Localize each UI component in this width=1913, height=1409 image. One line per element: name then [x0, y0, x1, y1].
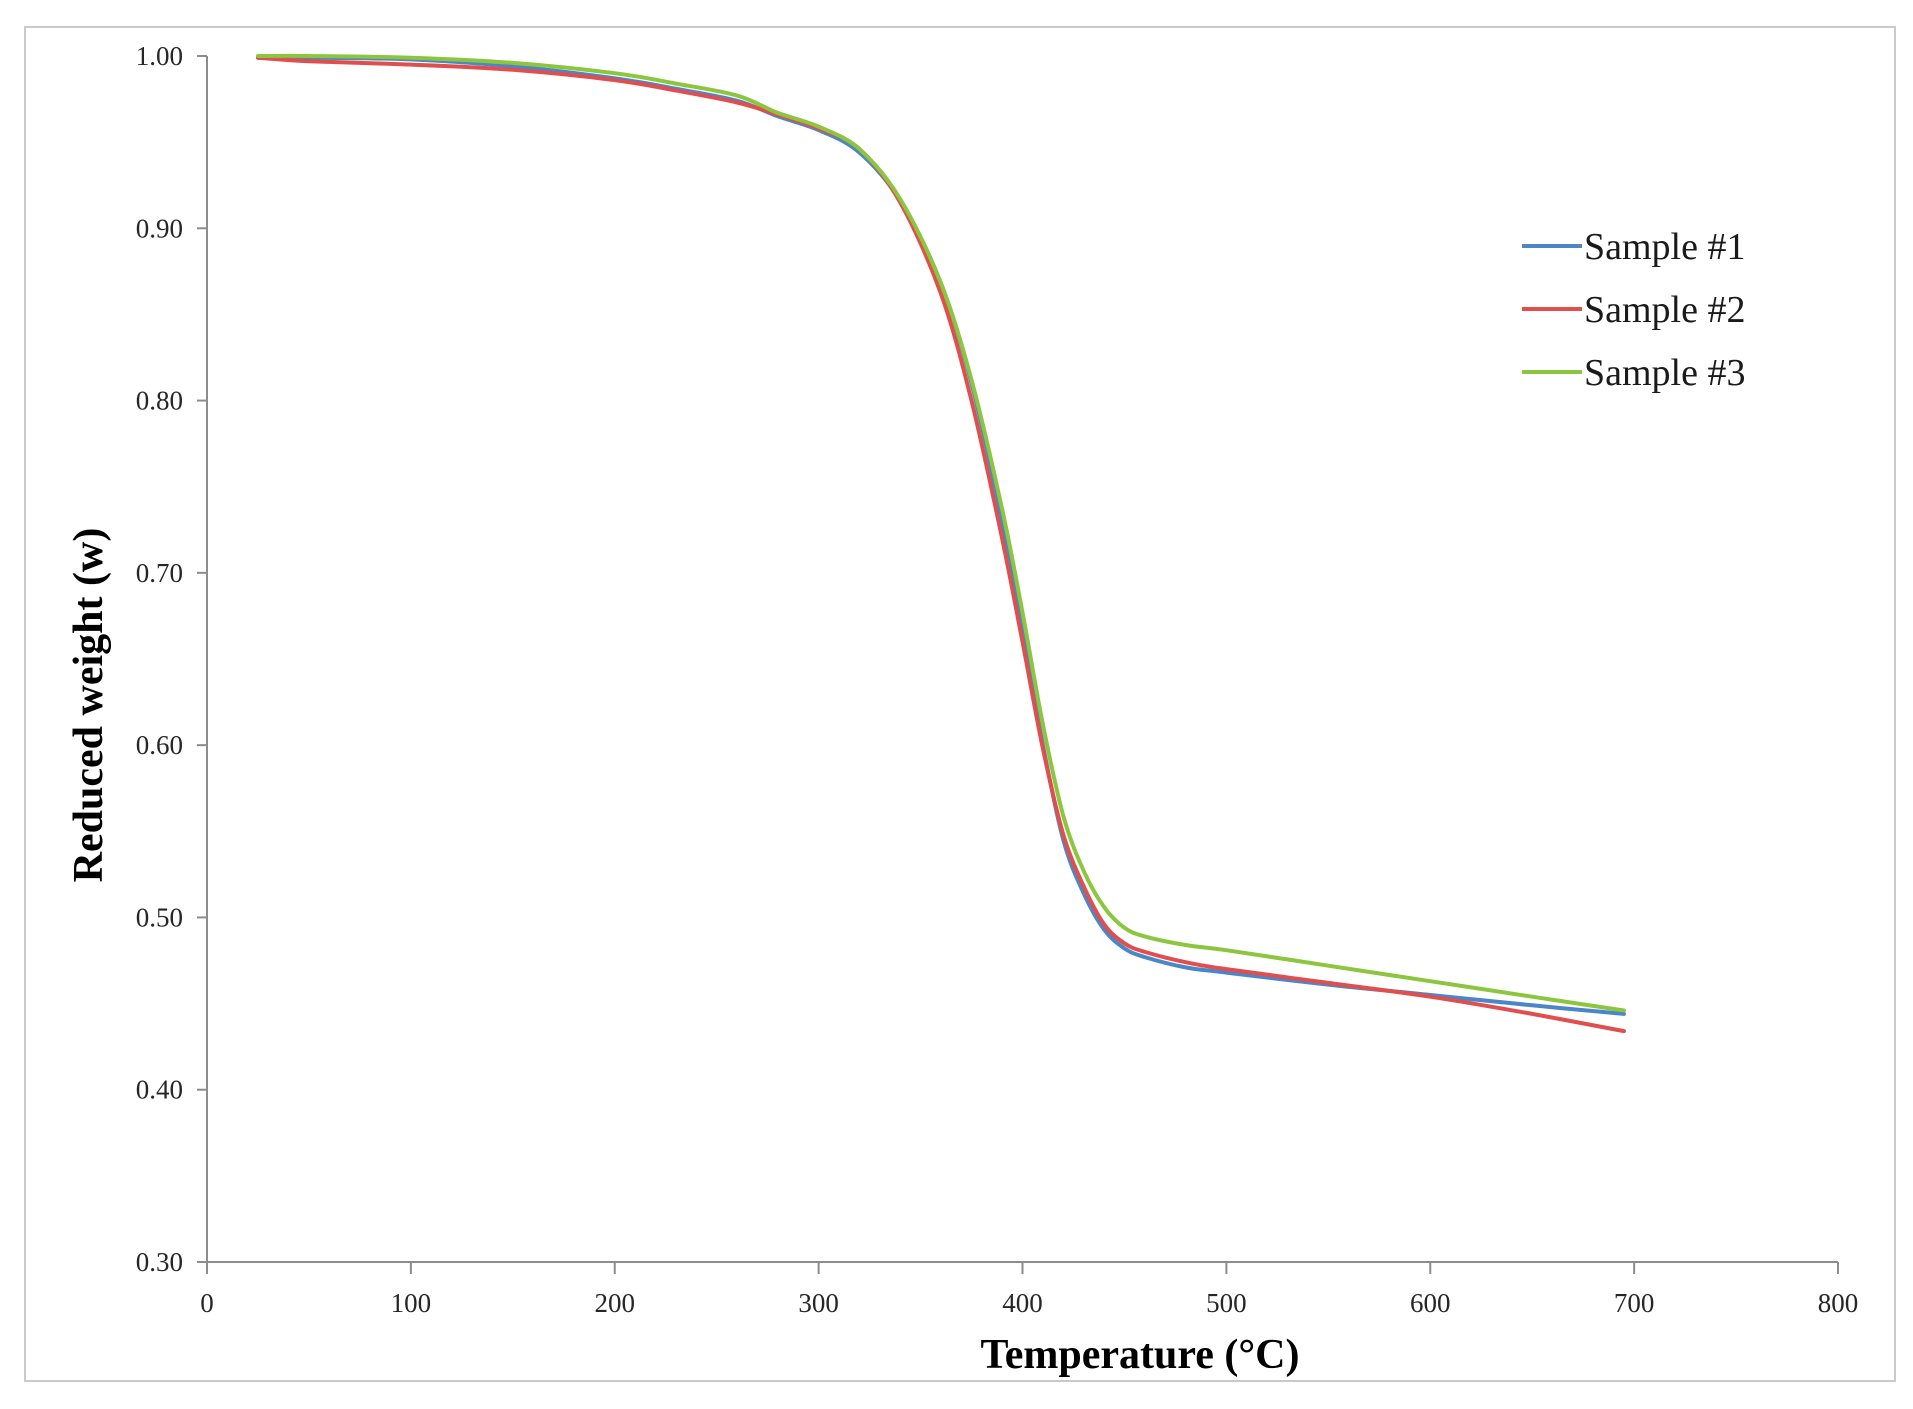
y-tick-label: 0.80 [136, 386, 183, 416]
x-tick-label: 300 [798, 1288, 839, 1318]
legend: Sample #1 Sample #2 Sample #3 [1522, 226, 1745, 394]
y-tick-label: 0.50 [136, 902, 183, 932]
legend-label: Sample #1 [1584, 226, 1745, 268]
x-tick-label: 800 [1818, 1288, 1859, 1318]
x-tick-label: 100 [391, 1288, 432, 1318]
y-tick-label: 0.30 [136, 1247, 183, 1277]
axes: 0.30 0.40 0.50 0.60 0.70 0.80 0.90 1.00 0 100 200 3… [136, 41, 1859, 1318]
series-line-sample-1 [256, 55, 1626, 1016]
series-lines [256, 53, 1626, 1034]
x-tick-label: 400 [1002, 1288, 1043, 1318]
series-line-sample-3 [256, 53, 1626, 1013]
series-line-sample-2 [256, 55, 1626, 1034]
x-tick-label: 0 [200, 1288, 214, 1318]
x-tick-label: 700 [1614, 1288, 1655, 1318]
y-tick-label: 1.00 [136, 41, 183, 71]
x-tick-label: 200 [595, 1288, 636, 1318]
y-tick-label: 0.90 [136, 213, 183, 243]
legend-label: Sample #2 [1584, 289, 1745, 331]
chart-frame [24, 26, 1896, 1382]
y-tick-label: 0.70 [136, 558, 183, 588]
y-tick-label: 0.60 [136, 730, 183, 760]
y-tick-label: 0.40 [136, 1075, 183, 1105]
legend-label: Sample #3 [1584, 352, 1745, 394]
x-axis-title: Temperature (°C) [981, 1332, 1300, 1378]
x-tick-label: 500 [1206, 1288, 1247, 1318]
x-tick-label: 600 [1410, 1288, 1451, 1318]
y-axis-title: Reduced weight (w) [66, 528, 112, 883]
